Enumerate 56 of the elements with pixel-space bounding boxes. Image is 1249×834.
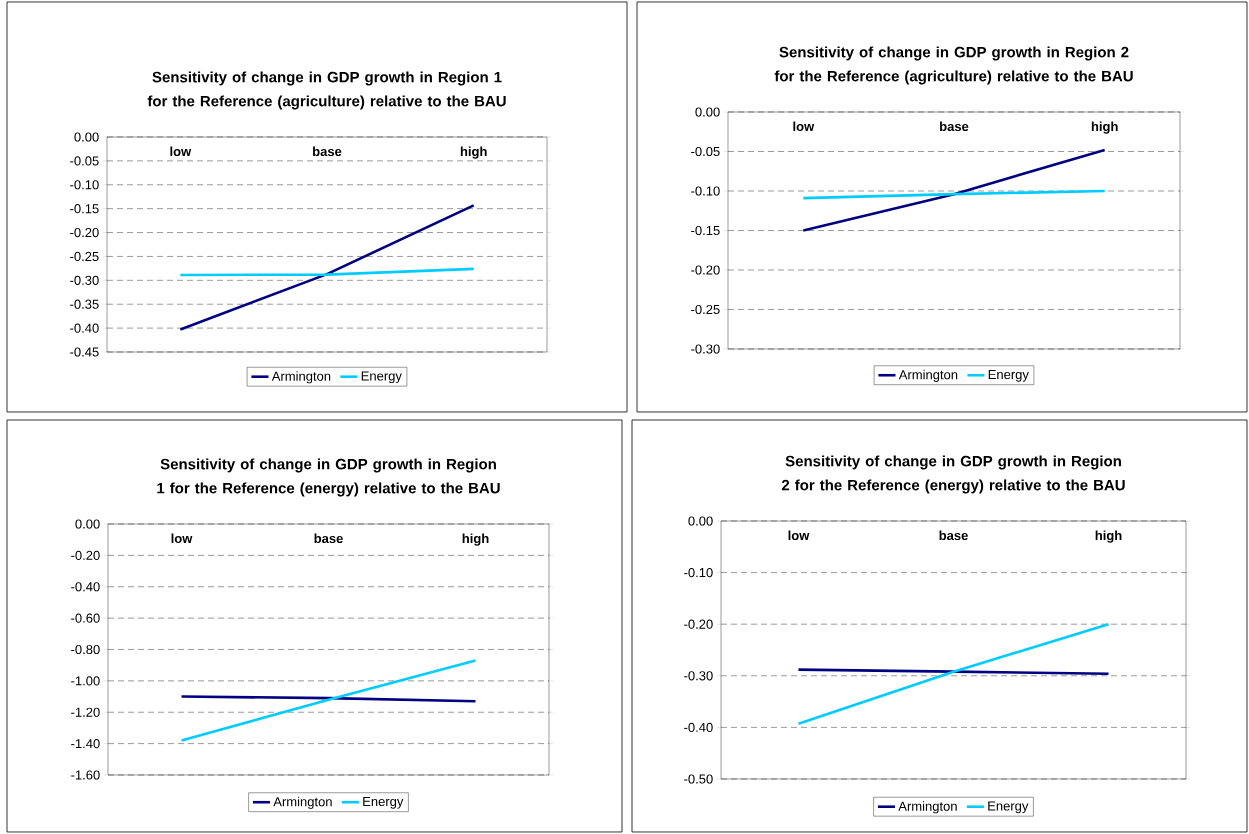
y-tick-label: -0.45 xyxy=(70,347,99,357)
y-tick-label: -0.15 xyxy=(70,204,99,214)
y-tick-label: -0.10 xyxy=(691,186,720,196)
y-tick-label: -0.20 xyxy=(70,227,99,238)
x-tick-label: base xyxy=(939,530,968,541)
y-tick-label: 0.00 xyxy=(75,519,100,529)
x-tick-label: high xyxy=(1095,530,1122,543)
y-tick-label: -0.20 xyxy=(691,265,720,275)
y-tick-label: -0.25 xyxy=(691,304,720,315)
x-tick-label: low xyxy=(171,533,193,544)
y-tick-label: -0.50 xyxy=(684,774,713,784)
y-tick-label: -1.20 xyxy=(71,707,100,717)
x-tick-label: base xyxy=(940,121,969,132)
x-tick-label: low xyxy=(788,530,810,541)
x-tick-label: high xyxy=(460,146,487,159)
chart-title: Sensitivity of change in GDP growth in Region 2 for the Reference (agriculture) relative to the BAU xyxy=(774,46,1133,85)
y-tick-label: -0.40 xyxy=(71,582,100,592)
y-tick-label: -1.00 xyxy=(71,676,100,686)
x-tick-label: low xyxy=(793,121,815,132)
legend-label: Energy xyxy=(988,801,1029,814)
y-tick-label: -0.20 xyxy=(71,550,100,560)
legend-label: Energy xyxy=(361,371,402,384)
y-tick-label: 0.00 xyxy=(688,516,713,526)
y-tick-label: -0.15 xyxy=(691,225,720,236)
y-tick-label: -1.60 xyxy=(71,770,100,780)
y-tick-label: -0.60 xyxy=(71,613,100,623)
y-tick-label: -0.10 xyxy=(70,180,99,190)
chart-title: Sensitivity of change in GDP growth in Region 2 for the Reference (energy) relative to the BAU xyxy=(781,455,1125,494)
y-tick-label: 0.00 xyxy=(695,107,720,117)
legend-label: Energy xyxy=(363,797,404,809)
x-tick-label: low xyxy=(170,146,192,157)
y-tick-label: 0.00 xyxy=(74,132,99,142)
y-tick-label: -0.30 xyxy=(691,344,720,354)
chart-title: Sensitivity of change in GDP growth in Region 1 for the Reference (energy) relative to the BAU xyxy=(157,458,500,497)
y-tick-label: -0.40 xyxy=(684,722,713,732)
x-tick-label: base xyxy=(314,533,343,544)
y-tick-label: -1.40 xyxy=(71,739,100,749)
y-tick-label: -0.80 xyxy=(71,644,100,655)
x-tick-label: base xyxy=(313,146,342,157)
y-tick-label: -0.10 xyxy=(684,567,713,578)
chart-title: Sensitivity of change in GDP growth in Region 1 for the Reference (agriculture) relative to the BAU xyxy=(147,71,506,110)
y-tick-label: -0.25 xyxy=(70,251,99,262)
legend-label: Armington xyxy=(898,369,958,382)
x-tick-label: high xyxy=(1091,121,1118,134)
legend-label: Energy xyxy=(988,370,1029,382)
y-tick-label: -0.40 xyxy=(70,323,99,333)
legend-label: Armington xyxy=(898,801,957,814)
y-tick-label: -0.20 xyxy=(684,619,713,629)
y-tick-label: -0.05 xyxy=(691,146,720,157)
legend-label: Armington xyxy=(273,796,332,809)
x-tick-label: high xyxy=(462,533,489,546)
y-tick-label: -0.35 xyxy=(70,299,99,309)
y-tick-label: -0.30 xyxy=(684,671,713,681)
legend-label: Armington xyxy=(271,371,331,384)
y-tick-label: -0.30 xyxy=(70,275,99,285)
y-tick-label: -0.05 xyxy=(70,156,99,166)
